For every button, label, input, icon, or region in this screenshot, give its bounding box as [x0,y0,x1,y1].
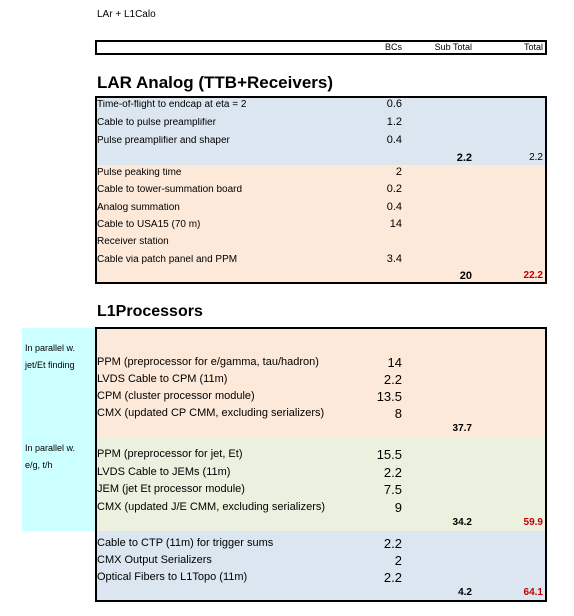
subtotal: 34.2 [452,517,472,528]
note-text: jet/Et finding [25,360,75,370]
bcs-value: 0.2 [386,183,402,196]
total: 2.2 [529,152,543,163]
bcs-value: 14 [387,355,402,370]
row-label: Optical Fibers to L1Topo (11m) [97,572,248,583]
bcs-value: 2.2 [383,536,402,551]
row-label: Cable to pulse preamplifier [97,118,216,128]
section-title: LAR Analog (TTB+Receivers) [97,73,333,92]
row-label: CMX Output Serializers [97,555,212,566]
total: 64.1 [523,587,543,598]
bcs-value: 3.4 [386,252,402,265]
bcs-value: 9 [394,499,402,515]
note-band [22,438,95,531]
row-label: LVDS Cable to JEMs (11m) [97,466,231,478]
total: 22.2 [523,269,543,281]
note-text: In parallel w. [25,343,76,353]
section-box [95,96,547,284]
group-band [96,97,546,165]
column-header: BCs [384,42,402,52]
bcs-value: 0.4 [386,200,402,213]
note-band [22,328,95,438]
bcs-value: 0.4 [386,134,402,146]
group-band [96,531,546,601]
doc-title: LAr + L1Calo [97,9,156,20]
row-label: Analog summation [97,202,180,213]
row-label: Cable to CTP (11m) for trigger sums [97,538,274,549]
bcs-value: 2.2 [383,570,402,585]
bcs-value: 0.6 [386,98,402,110]
note-text: e/g, t/h [25,460,53,470]
row-label: CMX (updated CP CMM, excluding serialize… [97,408,325,419]
subtotal: 4.2 [458,587,472,598]
bcs-value: 15.5 [376,447,402,462]
bcs-value: 7.5 [383,482,402,497]
total: 59.9 [523,517,543,528]
group-band [96,438,546,531]
subtotal: 37.7 [452,423,472,434]
column-header: Total [523,42,543,52]
row-label: Cable to tower-summation board [97,185,243,196]
bcs-value: 1.2 [386,116,402,128]
note-text: In parallel w. [25,443,76,453]
subtotal: 2.2 [456,152,472,164]
bcs-value: 2.2 [383,464,402,480]
bcs-value: 2 [395,166,402,178]
row-label: Receiver station [97,237,169,248]
row-label: Pulse peaking time [97,168,182,178]
row-label: Cable to USA15 (70 m) [97,219,201,230]
section-box [95,327,547,602]
bcs-value: 2.2 [383,372,402,387]
row-label: JEM (jet Et processor module) [97,484,245,495]
bcs-value: 13.5 [376,389,402,404]
group-band [96,328,546,438]
row-label: Pulse preamplifier and shaper [97,136,230,146]
bcs-value: 2 [394,553,402,568]
row-label: Cable via patch panel and PPM [97,254,238,265]
row-label: CPM (cluster processor module) [97,391,255,402]
bcs-value: 14 [389,217,402,230]
section-title: L1Processors [97,303,203,320]
group-band [96,165,546,283]
subtotal: 20 [459,269,472,282]
bcs-value: 8 [394,406,402,421]
row-label: Time-of-flight to endcap at eta = 2 [97,100,247,110]
row-label: CMX (updated J/E CMM, excluding serializ… [97,501,326,513]
header-row [95,40,547,55]
row-label: PPM (preprocessor for jet, Et) [97,449,243,460]
row-label: LVDS Cable to CPM (11m) [97,374,228,385]
row-label: PPM (preprocessor for e/gamma, tau/hadro… [97,357,319,368]
column-header: Sub Total [434,42,472,52]
